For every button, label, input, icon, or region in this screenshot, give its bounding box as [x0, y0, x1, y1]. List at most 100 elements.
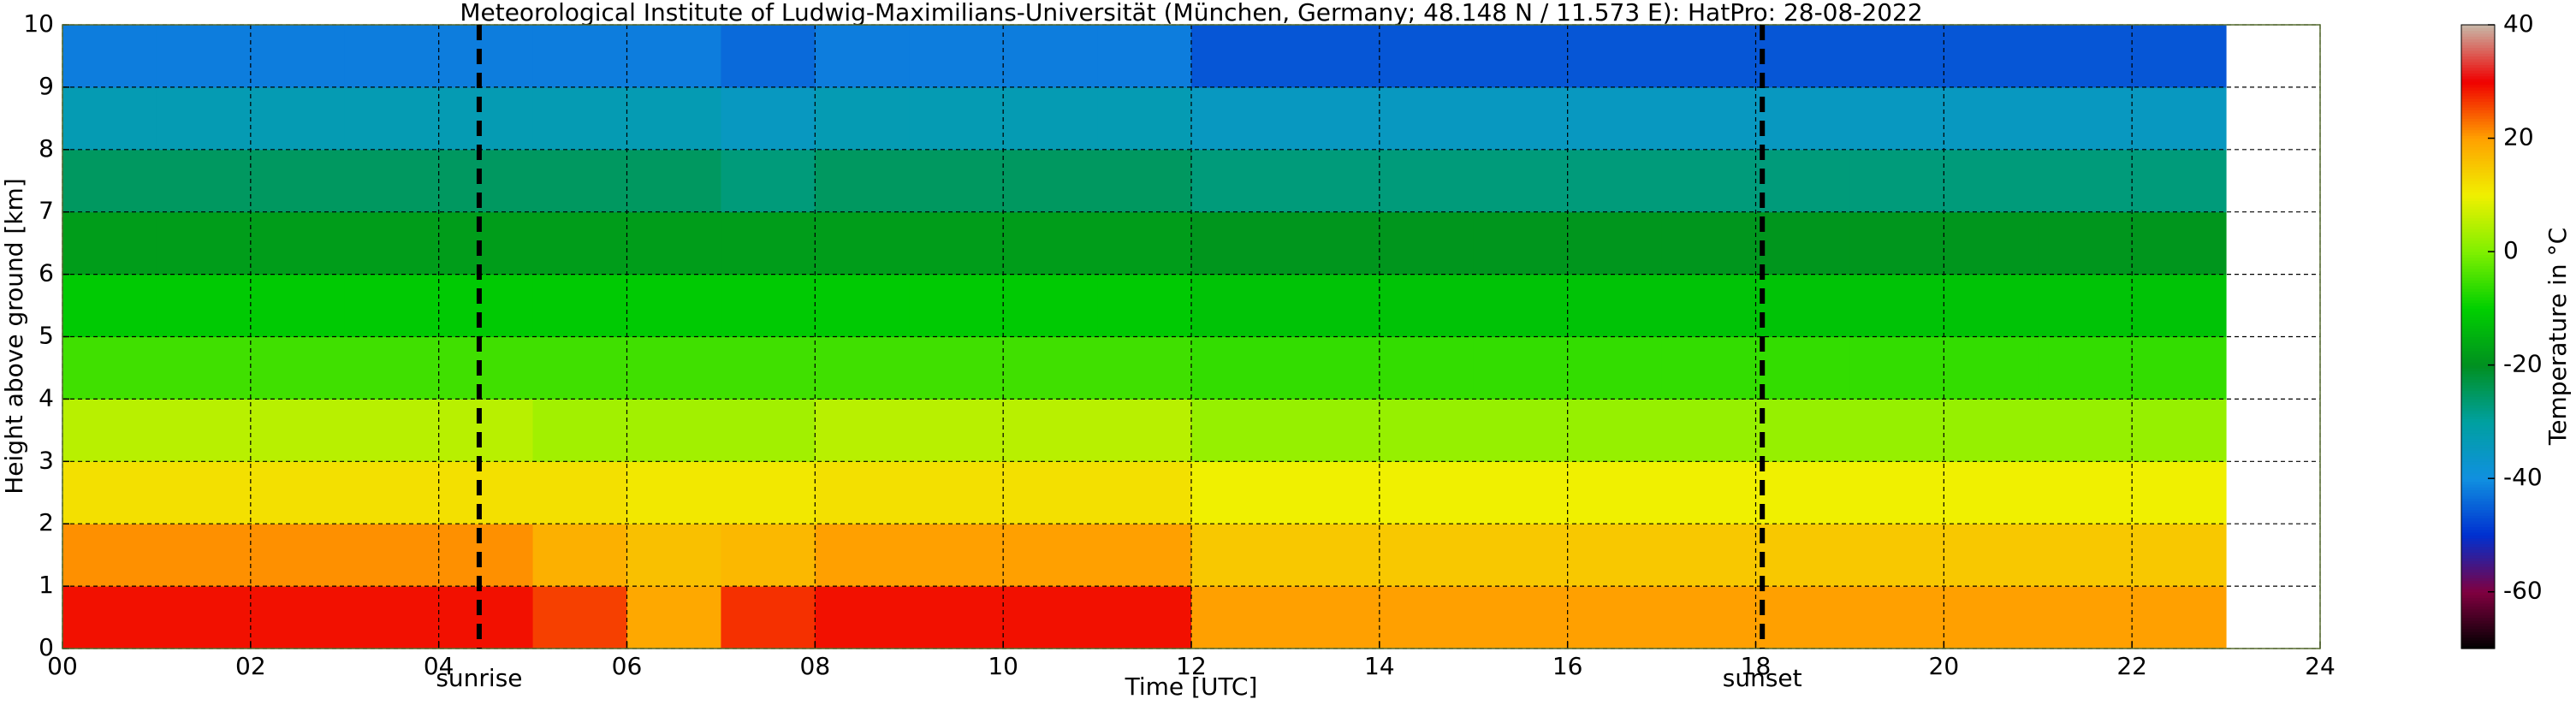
colorbar-segment: [2461, 276, 2495, 281]
heatmap-cell: [1473, 274, 1569, 337]
heatmap-cell: [438, 274, 534, 337]
heatmap-cell: [1379, 274, 1475, 337]
heatmap-cell: [438, 586, 534, 649]
colorbar-segment: [2461, 399, 2495, 403]
colorbar-segment: [2461, 364, 2495, 369]
heatmap-cell: [1379, 524, 1475, 587]
heatmap-cell: [1661, 149, 1756, 213]
heatmap-cell: [1285, 149, 1380, 213]
colorbar-segment: [2461, 359, 2495, 363]
heatmap-cell: [438, 336, 534, 400]
heatmap-cell: [2132, 524, 2227, 587]
colorbar-segment: [2461, 623, 2495, 627]
colorbar-segment: [2461, 243, 2495, 247]
colorbar-segment: [2461, 161, 2495, 164]
heatmap-cell: [1191, 586, 1286, 649]
heatmap-cell: [438, 211, 534, 275]
heatmap-cell: [1944, 274, 2039, 337]
heatmap-cell: [815, 399, 910, 462]
colorbar-segment: [2461, 325, 2495, 329]
colorbar-segment: [2461, 483, 2495, 488]
x-tick-label: 00: [47, 652, 78, 680]
heatmap-cell: [1944, 336, 2039, 400]
colorbar-segment: [2461, 86, 2495, 91]
colorbar-segment: [2461, 206, 2495, 210]
colorbar-segment: [2461, 322, 2495, 326]
y-tick-label: 5: [39, 322, 54, 350]
heatmap-cell: [62, 86, 157, 151]
colorbar-segment: [2461, 466, 2495, 471]
colorbar-segment: [2461, 146, 2495, 151]
heatmap-cell: [1379, 149, 1475, 213]
colorbar-segment: [2461, 334, 2495, 338]
heatmap-cell: [909, 149, 1004, 213]
heatmap-cell: [1567, 586, 1663, 649]
heatmap-cell: [1567, 86, 1663, 151]
heatmap-cell: [156, 336, 252, 400]
colorbar-segment: [2461, 110, 2495, 114]
heatmap-cell: [1097, 586, 1192, 649]
colorbar-segment: [2461, 271, 2495, 275]
heatmap-cell: [62, 336, 157, 400]
colorbar-segment: [2461, 257, 2495, 261]
heatmap-cell: [1285, 25, 1380, 88]
colorbar-segment: [2461, 430, 2495, 434]
heatmap-cell: [532, 524, 627, 587]
heatmap-cell: [344, 524, 440, 587]
colorbar-segment: [2461, 589, 2495, 593]
heatmap-cell: [1944, 524, 2039, 587]
colorbar-segment: [2461, 481, 2495, 485]
colorbar-segment: [2461, 370, 2495, 375]
colorbar-segment: [2461, 569, 2495, 573]
colorbar-segment: [2461, 543, 2495, 548]
colorbar-segment: [2461, 234, 2495, 239]
heatmap-cell: [626, 25, 721, 88]
colorbar-segment: [2461, 347, 2495, 352]
heatmap-cell: [626, 524, 721, 587]
heatmap-cell: [1661, 524, 1756, 587]
heatmap-cell: [626, 336, 721, 400]
colorbar-segment: [2461, 265, 2495, 270]
heatmap-cell: [1849, 25, 1944, 88]
heatmap-cell: [1097, 336, 1192, 400]
annotation-label: sunset: [1723, 664, 1802, 692]
colorbar-segment: [2461, 572, 2495, 576]
heatmap-cell: [1567, 274, 1663, 337]
heatmap-cell: [1379, 586, 1475, 649]
heatmap-cell: [721, 336, 816, 400]
colorbar-segment: [2461, 557, 2495, 561]
colorbar-segment: [2461, 578, 2495, 582]
colorbar-segment: [2461, 319, 2495, 323]
colorbar-segment: [2461, 583, 2495, 587]
colorbar-segment: [2461, 27, 2495, 32]
heatmap-cell: [1661, 25, 1756, 88]
colorbar-segment: [2461, 246, 2495, 250]
colorbar-segment: [2461, 563, 2495, 567]
colorbar-segment: [2461, 78, 2495, 82]
heatmap-cell: [250, 274, 346, 337]
colorbar-segment: [2461, 220, 2495, 224]
colorbar-segment: [2461, 81, 2495, 86]
y-tick-label: 7: [39, 197, 54, 225]
heatmap-cell: [1473, 86, 1569, 151]
colorbar-segment: [2461, 537, 2495, 542]
colorbar-segment: [2461, 237, 2495, 241]
heatmap-cell: [2038, 586, 2133, 649]
heatmap-cell: [1285, 461, 1380, 524]
colorbar-segment: [2461, 614, 2495, 619]
heatmap-cell: [1661, 461, 1756, 524]
heatmap-cell: [1191, 399, 1286, 462]
colorbar-segment: [2461, 73, 2495, 77]
colorbar-segment: [2461, 554, 2495, 559]
heatmap-cell: [1379, 336, 1475, 400]
heatmap-cell: [532, 25, 627, 88]
heatmap-cell: [909, 86, 1004, 151]
heatmap-cell: [1285, 524, 1380, 587]
heatmap-cell: [1849, 86, 1944, 151]
colorbar-segment: [2461, 254, 2495, 258]
heatmap-cell: [344, 25, 440, 88]
colorbar-segment: [2461, 597, 2495, 601]
heatmap-cell: [344, 586, 440, 649]
colorbar-segment: [2461, 376, 2495, 380]
heatmap-cell: [532, 461, 627, 524]
